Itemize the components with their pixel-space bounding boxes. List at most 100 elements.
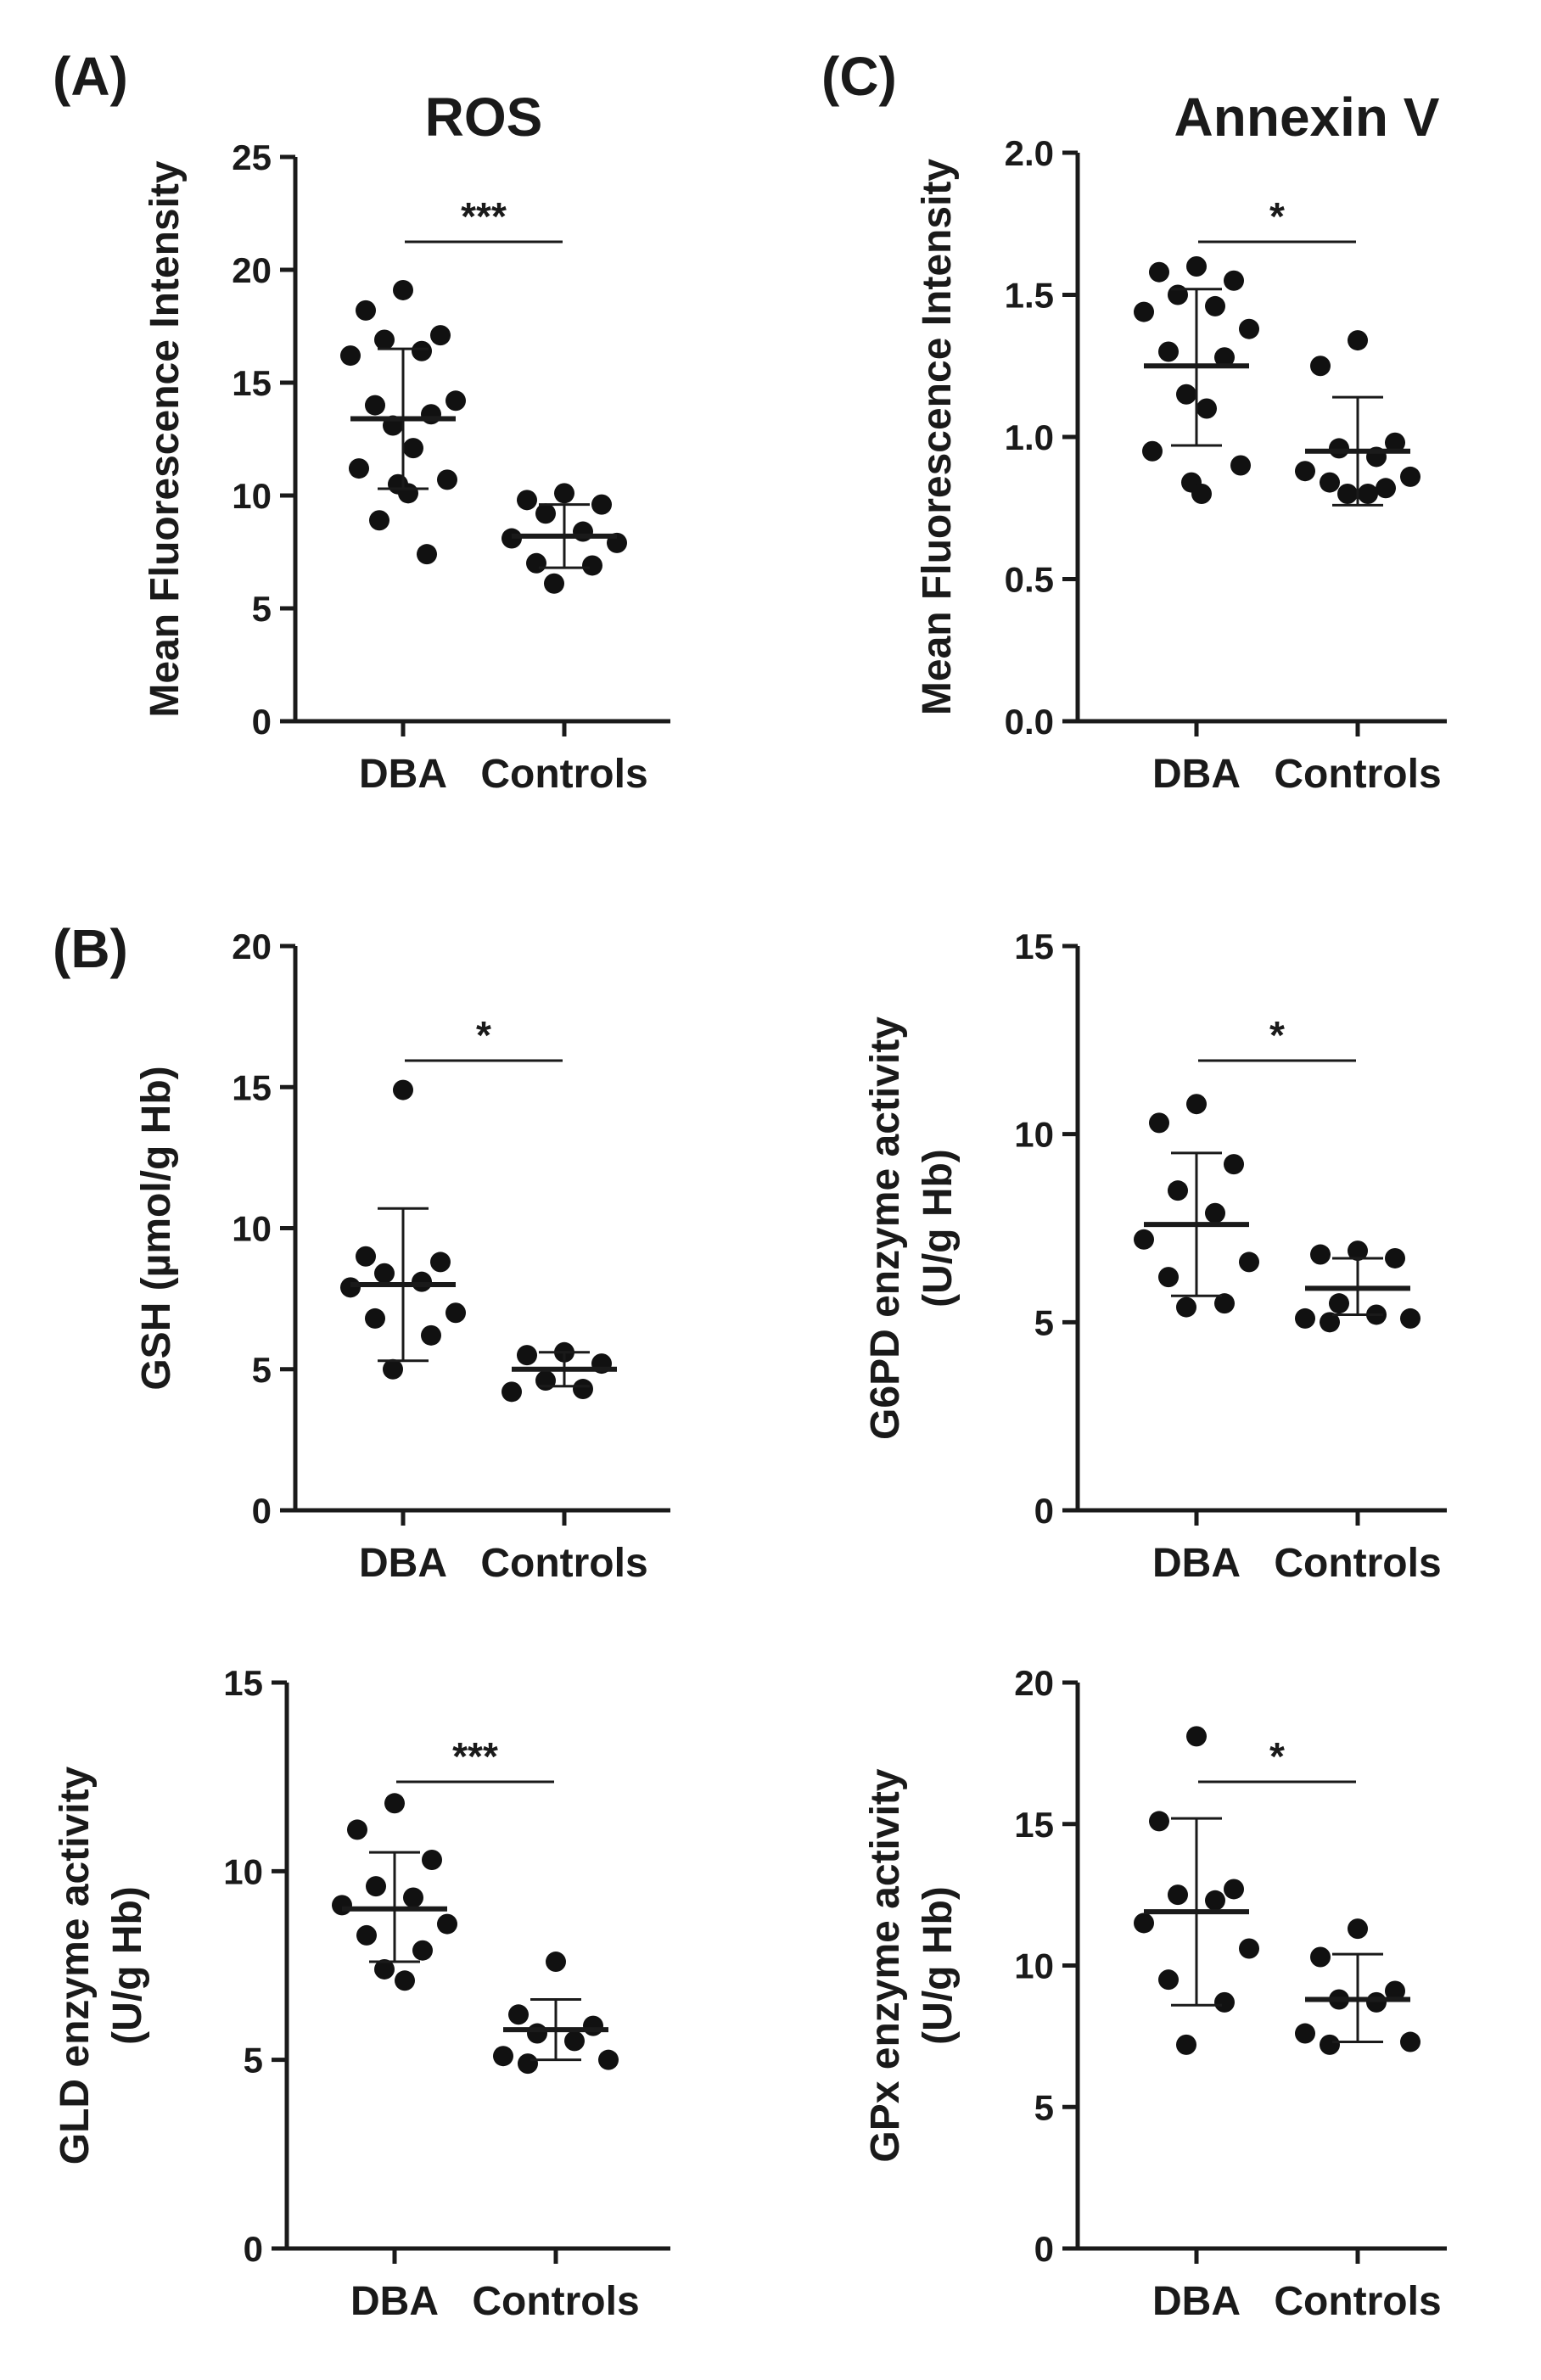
data-point: [1142, 440, 1163, 462]
data-point: [1158, 1969, 1179, 1991]
y-axis-label: (U/g Hb): [105, 1886, 150, 2045]
data-point: [1376, 478, 1396, 499]
y-tick-label: 20: [232, 250, 272, 290]
y-tick-label: 1.0: [1005, 417, 1054, 457]
data-point: [1320, 472, 1340, 493]
data-point: [393, 1079, 413, 1100]
data-point: [582, 555, 602, 576]
data-point: [421, 404, 441, 425]
data-point: [1320, 2034, 1340, 2055]
data-point: [1295, 461, 1315, 482]
data-point: [340, 1277, 361, 1298]
y-tick-label: 0.0: [1005, 702, 1054, 742]
data-point: [1320, 1312, 1340, 1333]
data-point: [1205, 295, 1225, 316]
x-category-label: Controls: [480, 1541, 647, 1586]
data-point: [1239, 318, 1259, 339]
data-point: [1176, 384, 1196, 405]
data-point: [1158, 341, 1179, 362]
chart-ros: 0 5 10 15 20 25 DBA Controls ROS Mean Fluorescenc…: [143, 87, 670, 797]
y-tick-label: 5: [252, 1350, 272, 1390]
chart-title: Annexin V: [1174, 87, 1440, 148]
data-point: [356, 300, 376, 321]
data-point: [1348, 1918, 1368, 1940]
y-axis-label: GLD enzyme activity: [53, 1766, 98, 2164]
y-tick-label: 0: [1034, 1491, 1054, 1531]
data-point: [365, 395, 385, 416]
data-point: [430, 325, 451, 346]
data-point: [1168, 1180, 1188, 1201]
data-point: [1186, 1094, 1207, 1115]
chart-gpx: 0 5 10 15 20 DBA Controls GPx enzyme activity (U…: [863, 1663, 1447, 2324]
data-point: [508, 2004, 529, 2025]
panel-letter-b: (B): [53, 918, 128, 979]
data-point: [395, 1970, 415, 1991]
data-point: [1385, 1247, 1405, 1268]
data-point: [1186, 256, 1207, 277]
data-point: [1348, 1240, 1368, 1262]
panel-letter-a: (A): [53, 46, 128, 107]
chart-g6pd: 0 5 10 15 DBA Controls G6PD enzyme activity (U/…: [863, 927, 1447, 1586]
y-tick-label: 5: [1034, 2087, 1054, 2127]
y-axis-label: GPx enzyme activity: [863, 1768, 908, 2163]
chart-gsh: 0 5 10 15 20 DBA Controls GSH (µmol/g Hb) *: [134, 927, 670, 1586]
data-point: [1191, 484, 1212, 504]
x-category-label: Controls: [472, 2279, 639, 2324]
data-point: [384, 1793, 405, 1814]
x-category-label: DBA: [350, 2279, 439, 2324]
chart-gld: 0 5 10 15 DBA Controls GLD enzyme activity (U/g…: [53, 1663, 670, 2324]
data-point: [422, 1849, 442, 1870]
data-point: [502, 1381, 522, 1403]
significance-label: *: [1269, 1734, 1285, 1778]
y-tick-label: 5: [252, 589, 272, 629]
data-point: [1149, 1112, 1169, 1134]
data-point: [347, 1819, 367, 1840]
data-point: [1168, 284, 1188, 305]
y-axis-label: Mean Fluorescence Intensity: [143, 160, 188, 718]
y-tick-label: 5: [244, 2041, 263, 2080]
data-point: [544, 573, 564, 594]
chart-title: ROS: [425, 87, 543, 148]
data-point: [340, 345, 361, 367]
data-point: [598, 2049, 619, 2070]
data-point: [1400, 466, 1421, 487]
data-point: [1176, 2034, 1196, 2055]
data-point: [421, 1324, 441, 1346]
data-point: [366, 1876, 386, 1897]
data-point: [517, 490, 537, 511]
y-tick-label: 10: [1014, 1946, 1054, 1986]
data-point: [518, 2053, 538, 2075]
data-point: [1348, 330, 1368, 351]
data-point: [1224, 1879, 1244, 1900]
chart-annexin: 0.0 0.5 1.0 1.5 2.0 DBA Controls Annexin V Mean …: [915, 87, 1447, 797]
data-point: [1224, 1154, 1244, 1175]
data-point: [412, 1940, 433, 1961]
y-tick-label: 20: [1014, 1663, 1054, 1703]
data-point: [1205, 1890, 1225, 1911]
data-point: [1329, 438, 1349, 459]
y-axis-label: G6PD enzyme activity: [863, 1016, 908, 1440]
data-point: [437, 469, 457, 490]
data-point: [1310, 356, 1331, 377]
data-point: [1366, 1991, 1387, 2013]
y-tick-label: 15: [232, 1067, 272, 1107]
y-tick-label: 20: [232, 927, 272, 966]
data-point: [1310, 1244, 1331, 1265]
significance-label: *: [1269, 194, 1285, 238]
data-point: [383, 1358, 403, 1380]
data-point: [1385, 1980, 1405, 2002]
data-point: [417, 544, 437, 565]
data-point: [412, 1271, 432, 1292]
data-point: [554, 483, 574, 504]
data-point: [1400, 1308, 1421, 1329]
data-point: [374, 329, 395, 350]
data-point: [546, 1952, 566, 1973]
data-point: [1186, 1726, 1207, 1747]
data-point: [398, 483, 418, 504]
x-category-label: DBA: [359, 752, 447, 797]
data-point: [1337, 484, 1358, 504]
x-category-label: DBA: [1152, 1541, 1241, 1586]
x-category-label: DBA: [1152, 2279, 1241, 2324]
data-point: [403, 438, 423, 459]
data-point: [356, 1246, 376, 1267]
